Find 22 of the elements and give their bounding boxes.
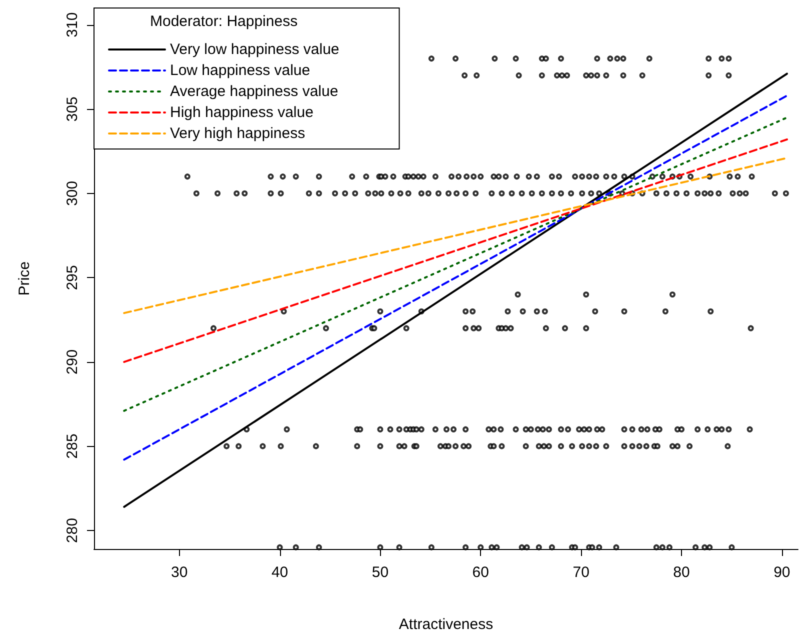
x-tick-label: 60 xyxy=(472,564,489,581)
legend-label: Very low happiness value xyxy=(170,41,340,58)
x-tick-label: 90 xyxy=(774,564,790,581)
y-tick-label: 310 xyxy=(64,12,81,38)
x-tick-label: 40 xyxy=(271,564,288,581)
legend-label: High happiness value xyxy=(170,104,314,121)
x-tick-label: 50 xyxy=(372,564,389,581)
legend-label: Very high happiness xyxy=(170,125,306,142)
y-tick-label: 305 xyxy=(64,96,81,122)
y-tick-label: 290 xyxy=(64,349,81,374)
y-tick-label: 295 xyxy=(64,265,81,290)
legend-title: Moderator: Happiness xyxy=(150,13,298,30)
y-axis-title: Price xyxy=(16,261,33,296)
x-tick-label: 70 xyxy=(572,564,590,581)
x-tick-label: 30 xyxy=(171,564,188,581)
y-tick-label: 300 xyxy=(64,180,81,206)
x-axis-title: Attractiveness xyxy=(398,616,494,633)
legend-label: Low happiness value xyxy=(170,62,310,79)
x-tick-label: 80 xyxy=(673,564,690,581)
legend-label: Average happiness value xyxy=(170,83,338,100)
y-tick-label: 280 xyxy=(64,518,81,543)
y-tick-label: 285 xyxy=(64,434,81,459)
